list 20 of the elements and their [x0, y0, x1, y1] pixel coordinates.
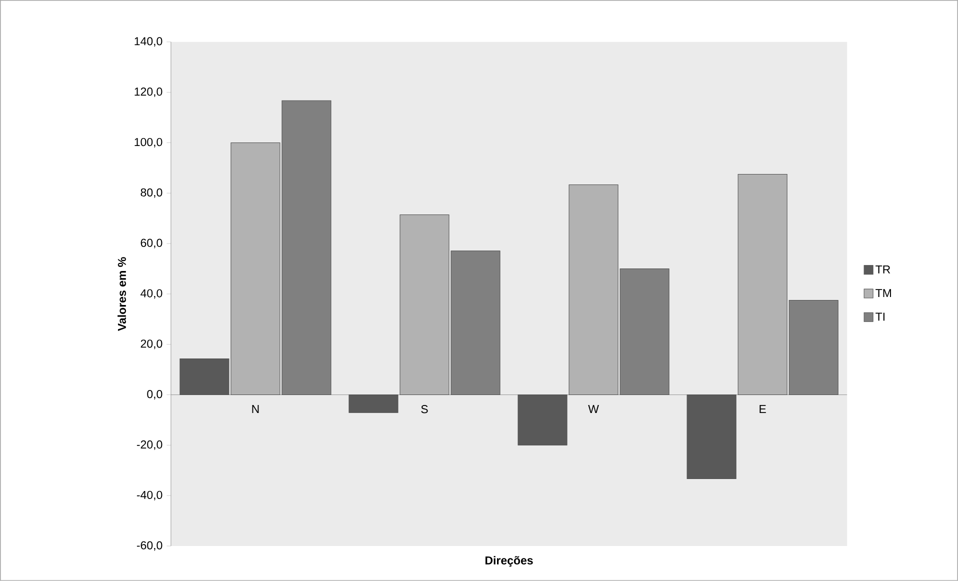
y-tick-label: -60,0 — [136, 541, 162, 551]
x-tick-label: S — [421, 405, 428, 414]
y-tick-label: 140,0 — [134, 37, 162, 47]
y-tick-label: 120,0 — [134, 88, 162, 98]
y-tick-label: 60,0 — [140, 238, 162, 248]
y-tick-label: 20,0 — [140, 340, 162, 350]
x-axis-title: Direções — [485, 556, 533, 567]
y-tick-label: -40,0 — [136, 490, 162, 500]
x-tick-label: E — [760, 405, 766, 414]
y-tick-label: 0,0 — [147, 390, 162, 400]
y-tick-label: -20,0 — [136, 440, 162, 450]
y-axis-title: Valores em % — [118, 257, 126, 331]
x-tick-label: N — [252, 405, 259, 414]
y-tick-label: 80,0 — [140, 188, 162, 198]
legend-label: TR — [876, 266, 890, 274]
y-tick-label: 100,0 — [134, 138, 162, 148]
legend-label: TM — [876, 289, 891, 298]
y-tick-label: 40,0 — [140, 289, 162, 299]
x-tick-label: W — [588, 405, 599, 414]
legend-label: TI — [876, 312, 884, 321]
